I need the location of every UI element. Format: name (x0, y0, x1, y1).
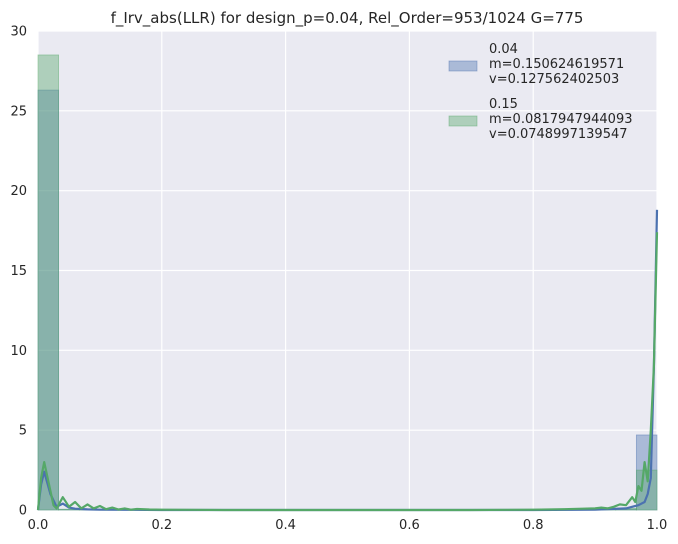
y-tick-label: 10 (10, 344, 27, 359)
legend-swatch (448, 115, 478, 127)
x-axis-ticks: 0.0 0.2 0.4 0.6 0.8 1.0 (28, 518, 668, 533)
legend-label: v=0.0748997139547 (489, 127, 628, 142)
x-tick-label: 1.0 (647, 518, 668, 533)
histogram-bar (37, 54, 60, 511)
legend-swatch (448, 60, 478, 72)
grid-lines (37, 30, 658, 511)
chart-title: f_Irv_abs(LLR) for design_p=0.04, Rel_Or… (111, 9, 584, 28)
x-tick-label: 0.8 (523, 518, 544, 533)
x-tick-label: 0.4 (275, 518, 296, 533)
legend-label: 0.15 (489, 97, 518, 112)
y-tick-label: 20 (10, 184, 27, 199)
legend-label: m=0.0817947944093 (489, 112, 632, 127)
y-tick-label: 5 (19, 424, 27, 439)
kde-line (36, 232, 659, 512)
x-tick-label: 0.2 (151, 518, 172, 533)
legend-label: v=0.127562402503 (489, 72, 619, 87)
y-tick-label: 15 (10, 264, 27, 279)
y-axis-ticks: 0 5 10 15 20 25 30 (10, 25, 27, 519)
x-tick-label: 0.6 (399, 518, 420, 533)
y-tick-label: 0 (19, 504, 27, 519)
y-tick-label: 25 (10, 104, 27, 119)
y-tick-label: 30 (10, 25, 27, 40)
legend: 0.04 m=0.150624619571 v=0.127562402503 0.… (448, 42, 632, 142)
legend-label: m=0.150624619571 (489, 57, 624, 72)
kde-lines (36, 209, 659, 512)
legend-label: 0.04 (489, 42, 518, 57)
x-tick-label: 0.0 (28, 518, 49, 533)
